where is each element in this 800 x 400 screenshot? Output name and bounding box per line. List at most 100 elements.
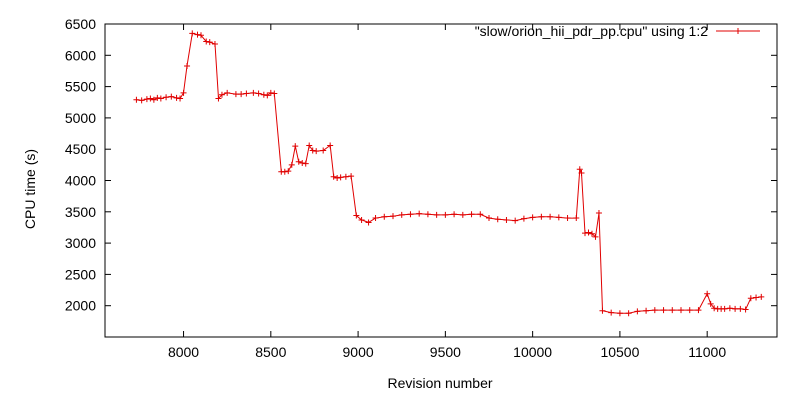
data-point — [330, 173, 337, 180]
data-point — [651, 307, 658, 314]
data-point — [555, 214, 562, 221]
data-point — [218, 91, 225, 98]
x-tick-label: 9500 — [430, 344, 461, 360]
data-point — [267, 89, 274, 96]
legend-marker — [735, 28, 741, 34]
data-point — [299, 159, 306, 166]
y-tick-label: 5000 — [65, 110, 96, 126]
data-point — [512, 217, 519, 224]
y-axis-label: CPU time (s) — [22, 149, 38, 229]
data-point — [486, 215, 492, 222]
data-point — [592, 233, 599, 240]
data-point — [578, 169, 585, 176]
data-point — [538, 213, 545, 220]
data-point — [616, 310, 623, 317]
data-point — [154, 94, 161, 101]
y-tick-label: 4500 — [65, 141, 96, 157]
data-point — [459, 211, 466, 218]
data-point — [177, 95, 184, 102]
axis-ticks: 2000 2500 3000 3500 4000 4500 5000 5500 6000 6500… — [65, 16, 777, 360]
y-tick-label: 2000 — [65, 298, 96, 314]
data-point — [737, 305, 744, 312]
data-point — [576, 166, 583, 173]
data-point — [585, 229, 592, 236]
data-point — [264, 92, 271, 99]
data-point — [695, 307, 702, 314]
data-point — [407, 211, 414, 218]
data-point — [643, 307, 650, 314]
plot-frame — [104, 23, 778, 338]
data-point — [157, 95, 164, 102]
data-point — [168, 93, 175, 100]
x-tick-label: 8500 — [255, 344, 286, 360]
data-point — [203, 38, 210, 45]
data-point — [348, 173, 355, 180]
x-tick-label: 8000 — [168, 344, 199, 360]
data-point — [625, 310, 632, 317]
data-point — [588, 230, 595, 237]
data-point — [678, 307, 684, 314]
series-line — [136, 32, 762, 314]
data-point — [595, 210, 602, 217]
data-point — [327, 142, 334, 149]
data-point — [232, 91, 239, 98]
data-point — [707, 300, 714, 307]
data-point — [342, 173, 349, 180]
data-point — [295, 158, 302, 165]
data-point — [732, 305, 739, 312]
data-point — [503, 216, 510, 223]
data-point — [194, 31, 201, 38]
data-point — [238, 91, 245, 98]
data-point — [669, 307, 676, 314]
data-point — [582, 230, 588, 237]
data-point — [390, 213, 396, 220]
data-point — [353, 212, 360, 219]
data-point — [758, 293, 765, 300]
data-point — [133, 96, 140, 103]
data-point — [198, 32, 204, 39]
data-point — [747, 295, 754, 302]
data-point — [372, 215, 379, 222]
data-point — [753, 294, 760, 301]
data-point — [150, 96, 157, 103]
data-series — [133, 30, 765, 317]
x-tick-label: 10500 — [600, 344, 639, 360]
data-point — [271, 90, 278, 97]
x-tick-label: 10000 — [513, 344, 552, 360]
data-point — [520, 215, 527, 222]
x-tick-label: 11000 — [688, 344, 726, 360]
data-point — [433, 211, 440, 218]
data-point — [398, 211, 405, 218]
data-point — [468, 211, 475, 218]
y-tick-label: 4000 — [65, 173, 96, 189]
data-point — [211, 41, 218, 48]
data-point — [189, 30, 196, 37]
data-point — [742, 306, 749, 313]
data-point — [224, 89, 231, 96]
data-point — [381, 213, 388, 220]
y-tick-label: 6000 — [65, 47, 96, 63]
data-point — [547, 213, 554, 220]
data-point — [686, 307, 693, 314]
data-point — [721, 305, 728, 312]
data-point — [143, 96, 150, 103]
data-point — [424, 211, 431, 218]
data-point — [163, 94, 170, 101]
data-point — [306, 142, 313, 149]
data-point — [634, 308, 641, 315]
data-point — [365, 219, 372, 226]
x-tick-label: 9000 — [343, 344, 374, 360]
data-point — [184, 62, 191, 69]
data-point — [660, 307, 667, 314]
data-point — [494, 216, 501, 223]
data-point — [573, 215, 580, 222]
data-point — [608, 309, 615, 316]
data-point — [255, 90, 262, 97]
data-point — [599, 307, 606, 314]
data-point — [416, 210, 423, 217]
data-point — [529, 214, 536, 221]
data-point — [302, 160, 309, 167]
data-point — [243, 90, 250, 97]
data-point — [313, 148, 320, 155]
